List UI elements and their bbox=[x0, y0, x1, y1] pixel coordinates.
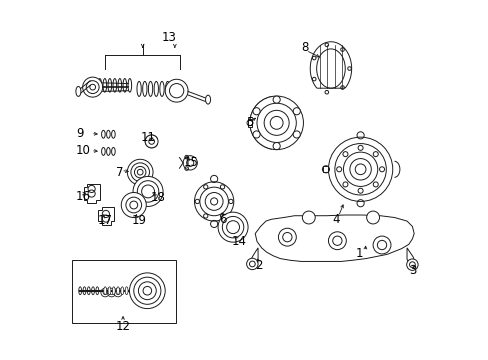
Ellipse shape bbox=[102, 130, 105, 138]
Circle shape bbox=[133, 176, 163, 206]
Text: 13: 13 bbox=[162, 31, 177, 44]
Ellipse shape bbox=[128, 78, 131, 92]
Circle shape bbox=[82, 77, 102, 97]
Ellipse shape bbox=[148, 81, 152, 96]
Polygon shape bbox=[98, 207, 114, 225]
Circle shape bbox=[302, 211, 315, 224]
Circle shape bbox=[278, 228, 296, 246]
Ellipse shape bbox=[111, 130, 115, 138]
Ellipse shape bbox=[137, 81, 141, 96]
Circle shape bbox=[272, 143, 280, 150]
Ellipse shape bbox=[113, 78, 116, 92]
Text: 14: 14 bbox=[231, 235, 246, 248]
Polygon shape bbox=[255, 215, 413, 261]
Polygon shape bbox=[323, 166, 328, 172]
Text: 19: 19 bbox=[132, 213, 147, 226]
Polygon shape bbox=[83, 184, 100, 203]
Circle shape bbox=[328, 137, 392, 202]
Circle shape bbox=[357, 188, 363, 193]
Circle shape bbox=[246, 258, 258, 270]
Ellipse shape bbox=[83, 287, 86, 295]
Text: 6: 6 bbox=[219, 213, 226, 226]
Circle shape bbox=[372, 182, 378, 187]
Text: 12: 12 bbox=[115, 320, 130, 333]
Ellipse shape bbox=[103, 287, 106, 295]
Text: 1: 1 bbox=[354, 247, 362, 260]
Circle shape bbox=[121, 193, 146, 217]
Ellipse shape bbox=[102, 148, 105, 156]
Polygon shape bbox=[247, 118, 251, 127]
Ellipse shape bbox=[165, 81, 169, 96]
Circle shape bbox=[328, 232, 346, 249]
Circle shape bbox=[357, 145, 363, 150]
Text: 17: 17 bbox=[98, 213, 113, 226]
Circle shape bbox=[293, 131, 300, 138]
Ellipse shape bbox=[96, 287, 99, 295]
Text: 5: 5 bbox=[246, 116, 253, 129]
Ellipse shape bbox=[123, 78, 126, 92]
Circle shape bbox=[366, 211, 379, 224]
Circle shape bbox=[129, 273, 165, 309]
Text: 16: 16 bbox=[76, 190, 91, 203]
Ellipse shape bbox=[125, 287, 128, 295]
Circle shape bbox=[101, 288, 109, 297]
Ellipse shape bbox=[79, 287, 81, 295]
Circle shape bbox=[336, 167, 341, 172]
Text: 10: 10 bbox=[76, 144, 91, 157]
Circle shape bbox=[372, 236, 390, 254]
Text: 3: 3 bbox=[408, 264, 415, 276]
Polygon shape bbox=[406, 248, 414, 266]
Polygon shape bbox=[249, 248, 258, 266]
Ellipse shape bbox=[205, 95, 210, 104]
Ellipse shape bbox=[108, 78, 111, 92]
Ellipse shape bbox=[116, 287, 119, 295]
Circle shape bbox=[145, 135, 158, 148]
Circle shape bbox=[293, 108, 300, 115]
Text: 4: 4 bbox=[331, 213, 339, 226]
Ellipse shape bbox=[142, 81, 147, 96]
Ellipse shape bbox=[154, 81, 158, 96]
Circle shape bbox=[252, 131, 260, 138]
Ellipse shape bbox=[87, 287, 90, 295]
Ellipse shape bbox=[106, 130, 110, 138]
Circle shape bbox=[252, 108, 260, 115]
Ellipse shape bbox=[160, 81, 164, 96]
Text: 15: 15 bbox=[183, 156, 198, 169]
Ellipse shape bbox=[118, 78, 122, 92]
Text: 11: 11 bbox=[141, 131, 156, 144]
Text: 18: 18 bbox=[151, 191, 165, 204]
Text: 8: 8 bbox=[300, 41, 308, 54]
Circle shape bbox=[194, 182, 233, 221]
Bar bbox=[72, 260, 176, 323]
Circle shape bbox=[272, 96, 280, 103]
Ellipse shape bbox=[106, 148, 110, 156]
Text: 9: 9 bbox=[76, 127, 83, 140]
Ellipse shape bbox=[91, 287, 94, 295]
Circle shape bbox=[379, 167, 384, 172]
Circle shape bbox=[165, 79, 188, 102]
Circle shape bbox=[249, 96, 303, 150]
Circle shape bbox=[114, 288, 122, 297]
Circle shape bbox=[183, 156, 197, 170]
Text: 7: 7 bbox=[116, 166, 123, 179]
Circle shape bbox=[406, 259, 417, 270]
Ellipse shape bbox=[103, 78, 106, 92]
Circle shape bbox=[372, 152, 378, 157]
Ellipse shape bbox=[121, 287, 123, 295]
Ellipse shape bbox=[112, 287, 115, 295]
Ellipse shape bbox=[111, 148, 115, 156]
Circle shape bbox=[107, 288, 116, 297]
Ellipse shape bbox=[108, 287, 111, 295]
Circle shape bbox=[218, 212, 247, 242]
Polygon shape bbox=[309, 42, 351, 88]
Text: 2: 2 bbox=[255, 259, 262, 272]
Circle shape bbox=[342, 152, 347, 157]
Circle shape bbox=[342, 182, 347, 187]
Ellipse shape bbox=[98, 78, 102, 92]
Circle shape bbox=[127, 159, 153, 185]
Ellipse shape bbox=[76, 86, 81, 96]
